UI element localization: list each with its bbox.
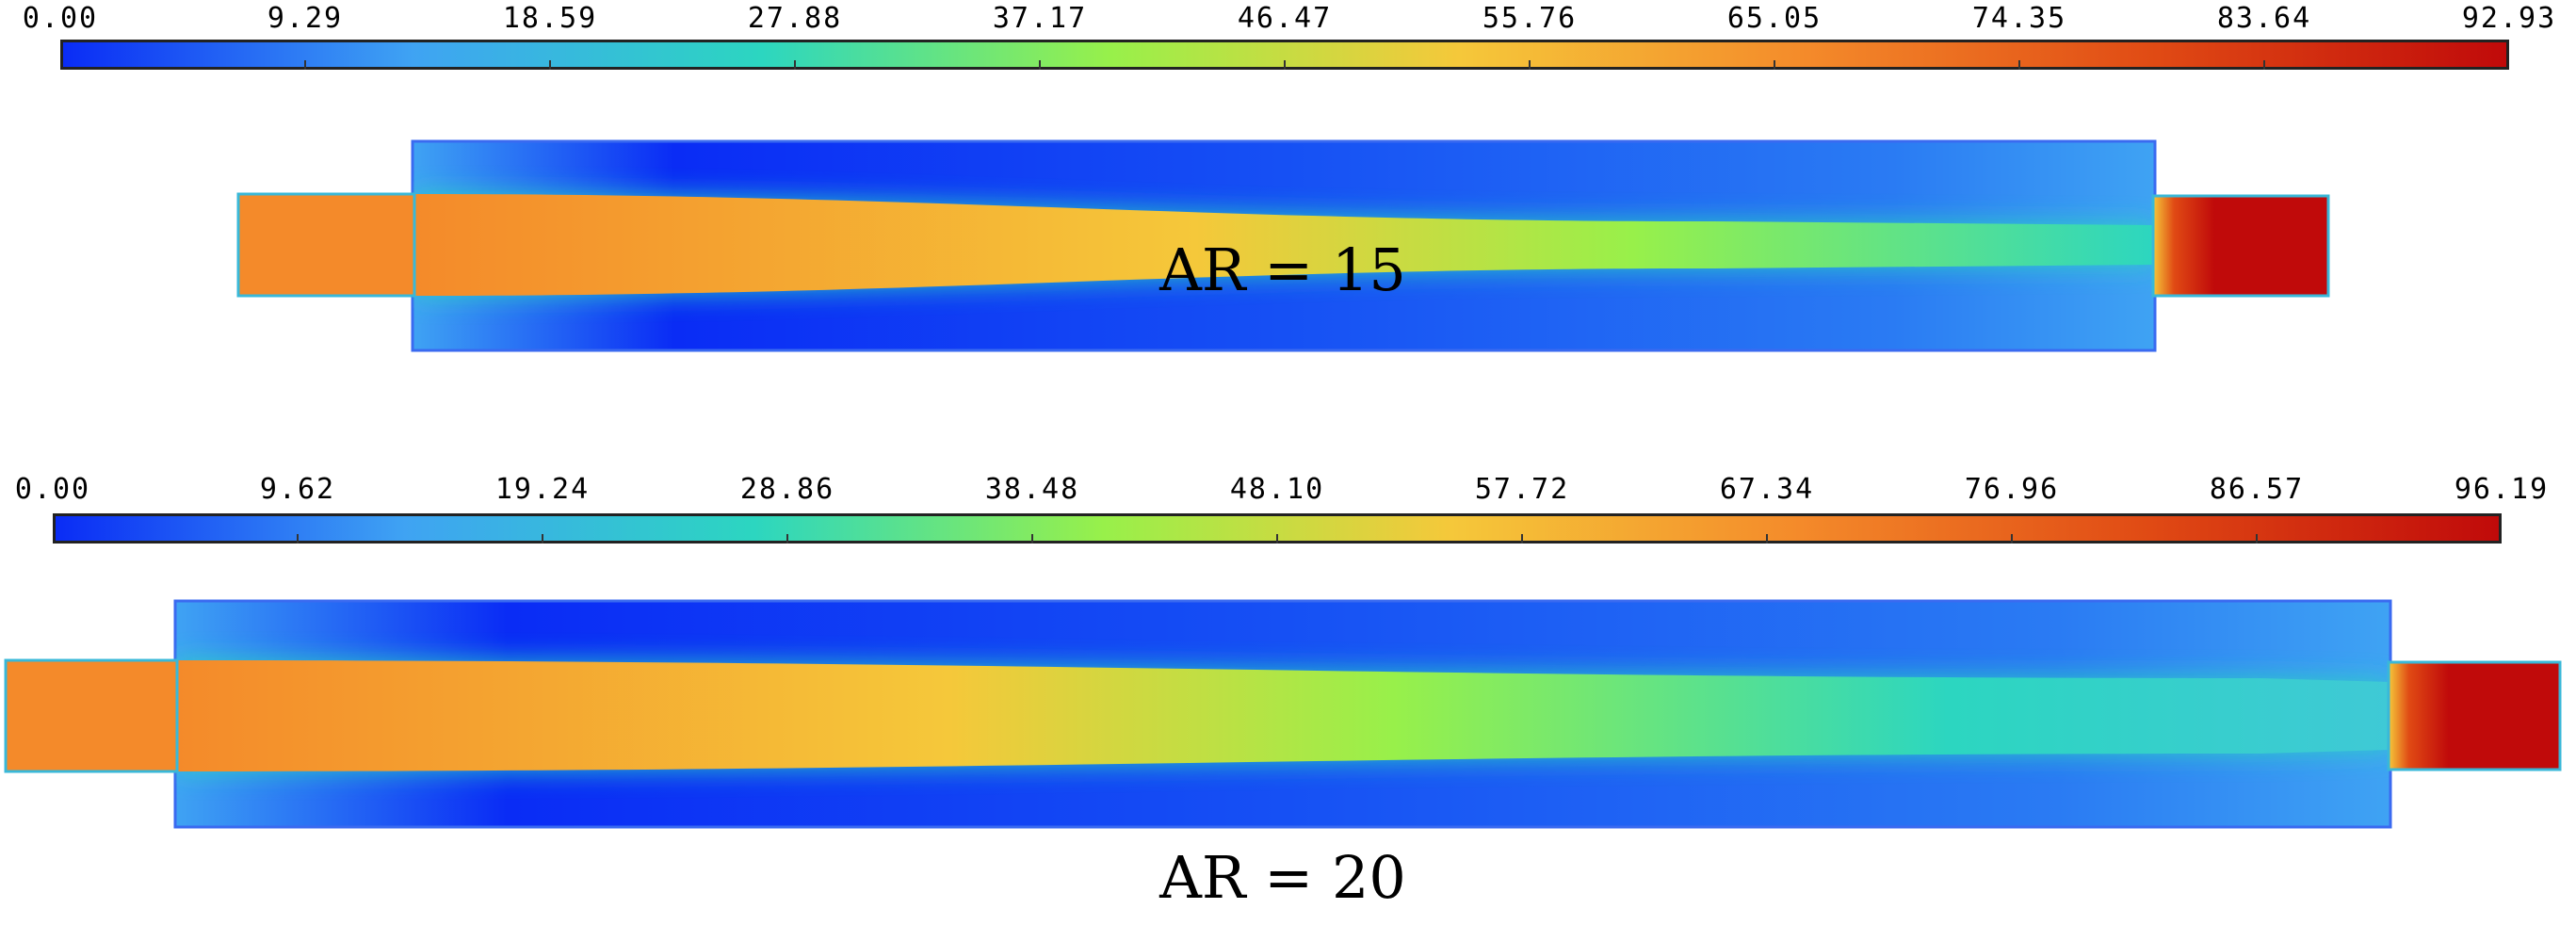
outlet-pipe <box>2151 194 2330 298</box>
colorbar-tick-label: 46.47 <box>1237 2 1333 35</box>
colorbar-tick-label: 55.76 <box>1482 2 1578 35</box>
colorbar-tick-label: 74.35 <box>1971 2 2067 35</box>
colorbar-tick-mark <box>1521 534 1523 544</box>
colorbar-tick-label: 0.00 <box>14 473 91 506</box>
colorbar-tick-label: 27.88 <box>747 2 843 35</box>
colorbar-tick-label: 37.17 <box>992 2 1088 35</box>
colorbar-tick-mark <box>2263 60 2265 70</box>
colorbar-tick-mark <box>2018 60 2020 70</box>
colorbar-tick-label: 19.24 <box>494 473 591 506</box>
colorbar-tick-mark <box>297 534 299 544</box>
outlet-pipe <box>2387 660 2562 771</box>
colorbar-tick-mark <box>786 534 788 544</box>
colorbar-tick-mark <box>542 534 543 544</box>
colorbar-tick-label: 67.34 <box>1719 473 1815 506</box>
colorbar-tick-label: 0.00 <box>22 2 99 35</box>
colorbar-tick-mark <box>2011 534 2013 544</box>
velocity-contour <box>236 139 2330 352</box>
colorbar-tick-label: 38.48 <box>984 473 1080 506</box>
colorbar-tick-label: 86.57 <box>2209 473 2305 506</box>
colorbar-tick-label: 48.10 <box>1229 473 1325 506</box>
colorbar-tick-label: 28.86 <box>739 473 835 506</box>
colorbar-tick-mark <box>1276 534 1278 544</box>
colorbar-tick-mark <box>794 60 796 70</box>
jet-core <box>413 194 2155 296</box>
aspect-ratio-caption: AR = 20 <box>1159 843 1406 912</box>
aspect-ratio-caption: AR = 15 <box>1159 235 1406 304</box>
velocity-contour <box>4 599 2562 829</box>
colorbar-tick-label: 92.93 <box>2461 2 2557 35</box>
colorbar-tick-mark <box>1774 60 1775 70</box>
colorbar-tick-label: 9.29 <box>267 2 344 35</box>
colorbar-tick-mark <box>2256 534 2258 544</box>
panel-ar20: 0.00 9.62 19.24 28.86 38.48 48.10 57.72 67.34 76… <box>0 462 2576 925</box>
colorbar-tick-label: 65.05 <box>1726 2 1823 35</box>
colorbar-tick-mark <box>1039 60 1041 70</box>
colorbar-tick-mark <box>549 60 551 70</box>
colorbar-tick-label: 18.59 <box>502 2 598 35</box>
colorbar-tick-mark <box>1766 534 1768 544</box>
colorbar-tick-label: 76.96 <box>1964 473 2060 506</box>
colorbar-tick-mark <box>304 60 306 70</box>
panel-ar15: 0.00 9.29 18.59 27.88 37.17 46.47 55.76 65.05 74… <box>0 0 2576 443</box>
inlet-pipe <box>4 658 179 773</box>
colorbar-tick-label: 96.19 <box>2454 473 2550 506</box>
colorbar-tick-mark <box>1529 60 1531 70</box>
colorbar-tick-mark <box>1284 60 1286 70</box>
jet-core <box>175 660 2390 771</box>
colorbar-tick-label: 9.62 <box>259 473 336 506</box>
colorbar-tick-mark <box>1031 534 1033 544</box>
colorbar-tick-label: 57.72 <box>1474 473 1570 506</box>
colorbar-tick-label: 83.64 <box>2216 2 2312 35</box>
inlet-pipe <box>236 192 416 298</box>
